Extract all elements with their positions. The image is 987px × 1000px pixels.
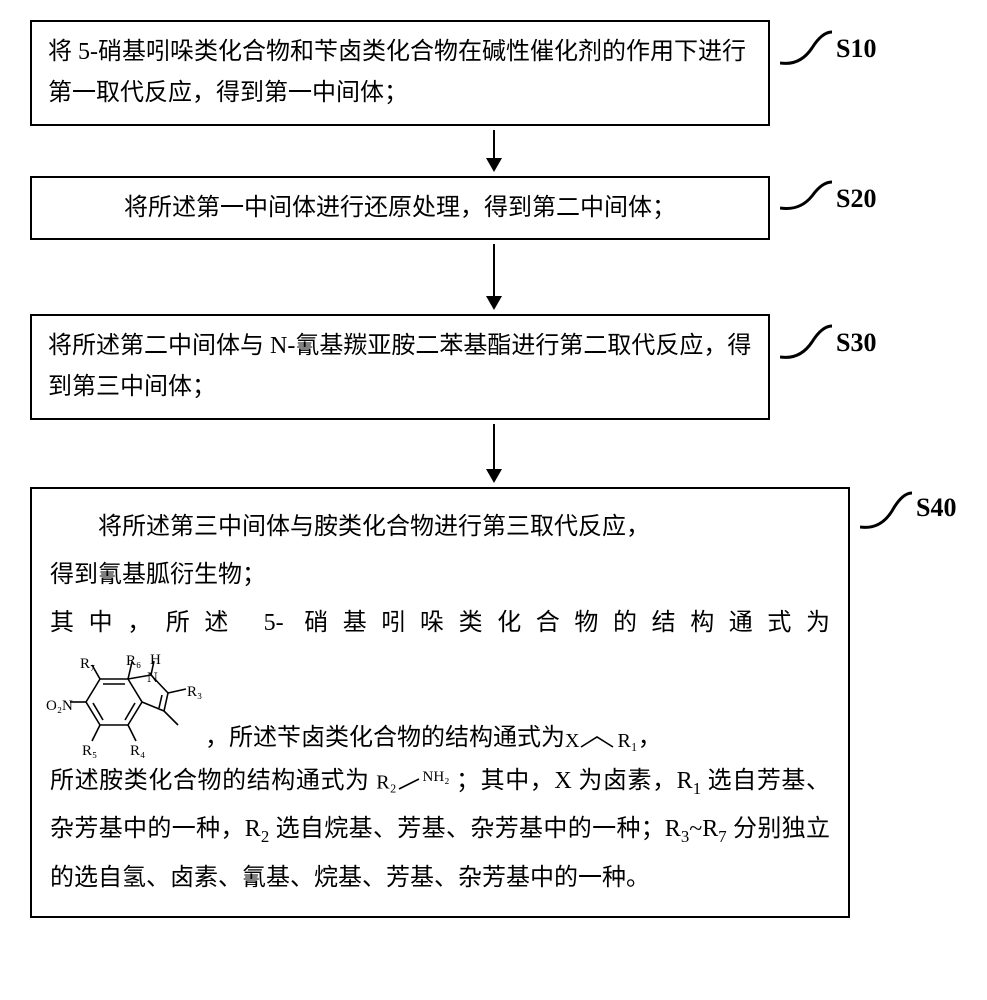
s40-sub2: 2 <box>261 827 269 846</box>
formula-r1: R₁ <box>617 730 637 752</box>
s40-p4d: 选自烷基、芳基、杂芳基中的一种；R <box>276 816 681 842</box>
s40-line1: 将所述第三中间体与胺类化合物进行第三取代反应， <box>50 503 830 551</box>
arrow-s20-s30 <box>124 240 864 314</box>
label-wrap-s10: S10 <box>780 28 860 78</box>
step-row-s20: 将所述第一中间体进行还原处理，得到第二中间体； S20 <box>30 176 957 241</box>
chem-nh: H <box>150 648 161 672</box>
s40-p3b: ，所述苄卤类化合物的结构通式为 <box>205 719 565 757</box>
step-box-s30: 将所述第二中间体与 N-氰基羰亚胺二苯基酯进行第二取代反应，得到第三中间体； <box>30 314 770 420</box>
amine-formula: R₂ NH₂ <box>376 762 449 803</box>
formula-x: X <box>565 730 579 752</box>
step-text-s10: 将 5-硝基吲哚类化合物和苄卤类化合物在碱性催化剂的作用下进行第一取代反应，得到… <box>48 39 746 106</box>
step-label-s40: S40 <box>916 493 956 523</box>
label-wrap-s20: S20 <box>780 178 860 228</box>
s40-p4b: ；其中，X 为卤素，R <box>456 768 693 794</box>
benzyl-halide-formula: X R₁ <box>565 725 638 757</box>
s40-line5: 所述胺类化合物的结构通式为 R₂NH₂ ；其中，X 为卤素，R1 选自芳基、杂芳… <box>50 757 830 902</box>
s40-line3: 其中，所述 5- 硝基吲哚类化合物的结构通式为 <box>50 599 830 647</box>
chem-r7: R₇ <box>80 652 95 676</box>
flowchart-container: 将 5-硝基吲哚类化合物和苄卤类化合物在碱性催化剂的作用下进行第一取代反应，得到… <box>30 20 957 918</box>
s40-p4e: ~R <box>689 816 718 842</box>
step-label-s10: S10 <box>836 34 876 64</box>
step-row-s30: 将所述第二中间体与 N-氰基羰亚胺二苯基酯进行第二取代反应，得到第三中间体； S… <box>30 314 957 420</box>
curve-s20 <box>780 178 840 228</box>
s40-sub3: 3 <box>681 827 689 846</box>
curve-s10 <box>780 28 840 78</box>
chem-r4: R₄ <box>130 739 145 763</box>
chem-r5: R₅ <box>82 739 97 763</box>
chem-r6: R₆ <box>126 649 141 673</box>
curve-s40 <box>860 487 920 537</box>
chem-no2: O₂N <box>46 694 73 718</box>
step-text-s20: 将所述第一中间体进行还原处理，得到第二中间体； <box>124 195 676 221</box>
step-row-s10: 将 5-硝基吲哚类化合物和苄卤类化合物在碱性催化剂的作用下进行第一取代反应，得到… <box>30 20 957 126</box>
formula-r2: R₂ <box>376 772 396 794</box>
arrow-s10-s20 <box>124 126 864 176</box>
s40-sub1: 1 <box>693 779 701 798</box>
curve-s30 <box>780 322 840 372</box>
step-box-s20: 将所述第一中间体进行还原处理，得到第二中间体； <box>30 176 770 241</box>
step-text-s30: 将所述第二中间体与 N-氰基羰亚胺二苯基酯进行第二取代反应，得到第三中间体； <box>48 333 751 400</box>
formula-nh2: NH₂ <box>423 769 450 785</box>
label-wrap-s40: S40 <box>860 487 940 537</box>
s40-p3a: 其中，所述 5- 硝基吲哚类化合物的结构通式为 <box>50 610 830 636</box>
step-box-s40: 将所述第三中间体与胺类化合物进行第三取代反应， 得到氰基胍衍生物； 其中，所述 … <box>30 487 850 918</box>
s40-chem-row: N H R₆ R₇ O₂N R₅ R₄ R₃ ，所述苄卤类化合物的结构通式为 X… <box>50 647 830 757</box>
s40-sub7: 7 <box>718 827 726 846</box>
label-wrap-s30: S30 <box>780 322 860 372</box>
arrow-s30-s40 <box>124 420 864 487</box>
step-label-s30: S30 <box>836 328 876 358</box>
step-row-s40: 将所述第三中间体与胺类化合物进行第三取代反应， 得到氰基胍衍生物； 其中，所述 … <box>30 487 957 918</box>
s40-line2: 得到氰基胍衍生物； <box>50 551 830 599</box>
step-label-s20: S20 <box>836 184 876 214</box>
chem-r3: R₃ <box>187 680 202 704</box>
indole-structure: N H R₆ R₇ O₂N R₅ R₄ R₃ <box>50 647 205 757</box>
s40-p3c: ， <box>638 719 662 757</box>
step-box-s10: 将 5-硝基吲哚类化合物和苄卤类化合物在碱性催化剂的作用下进行第一取代反应，得到… <box>30 20 770 126</box>
s40-p4a: 所述胺类化合物的结构通式为 <box>50 768 370 794</box>
